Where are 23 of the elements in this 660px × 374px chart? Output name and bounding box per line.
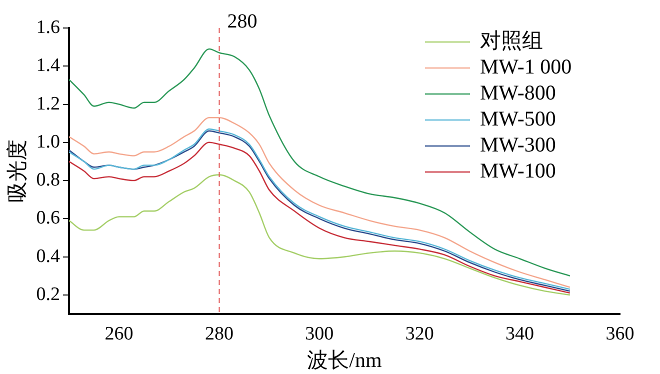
legend-label: MW-300	[480, 132, 556, 157]
y-tick-label: 0.6	[36, 208, 60, 229]
y-tick-label: 1.6	[36, 16, 60, 38]
y-tick-label: 1.2	[36, 93, 60, 114]
y-tick-label: 0.2	[36, 284, 60, 305]
x-axis-title: 波长/nm	[307, 348, 382, 372]
legend-label: MW-1 000	[480, 54, 572, 79]
x-tick-label: 260	[104, 323, 134, 344]
y-tick-label: 1.4	[36, 55, 60, 76]
y-tick-label: 0.8	[36, 170, 60, 191]
x-tick-label: 320	[405, 323, 434, 344]
y-axis-title: 吸光度	[5, 140, 30, 202]
y-tick-label: 1.0	[36, 131, 60, 152]
legend-label: MW-500	[480, 106, 556, 131]
x-tick-label: 300	[305, 323, 334, 344]
legend-label: MW-100	[480, 158, 556, 183]
legend-label: MW-800	[480, 80, 556, 105]
legend-label: 对照组	[480, 28, 543, 53]
ref-line-label: 280	[227, 10, 258, 32]
x-tick-label: 340	[506, 323, 534, 344]
y-tick-label: 0.4	[36, 246, 60, 267]
x-tick-label: 360	[606, 323, 634, 344]
x-tick-label: 280	[204, 323, 234, 344]
